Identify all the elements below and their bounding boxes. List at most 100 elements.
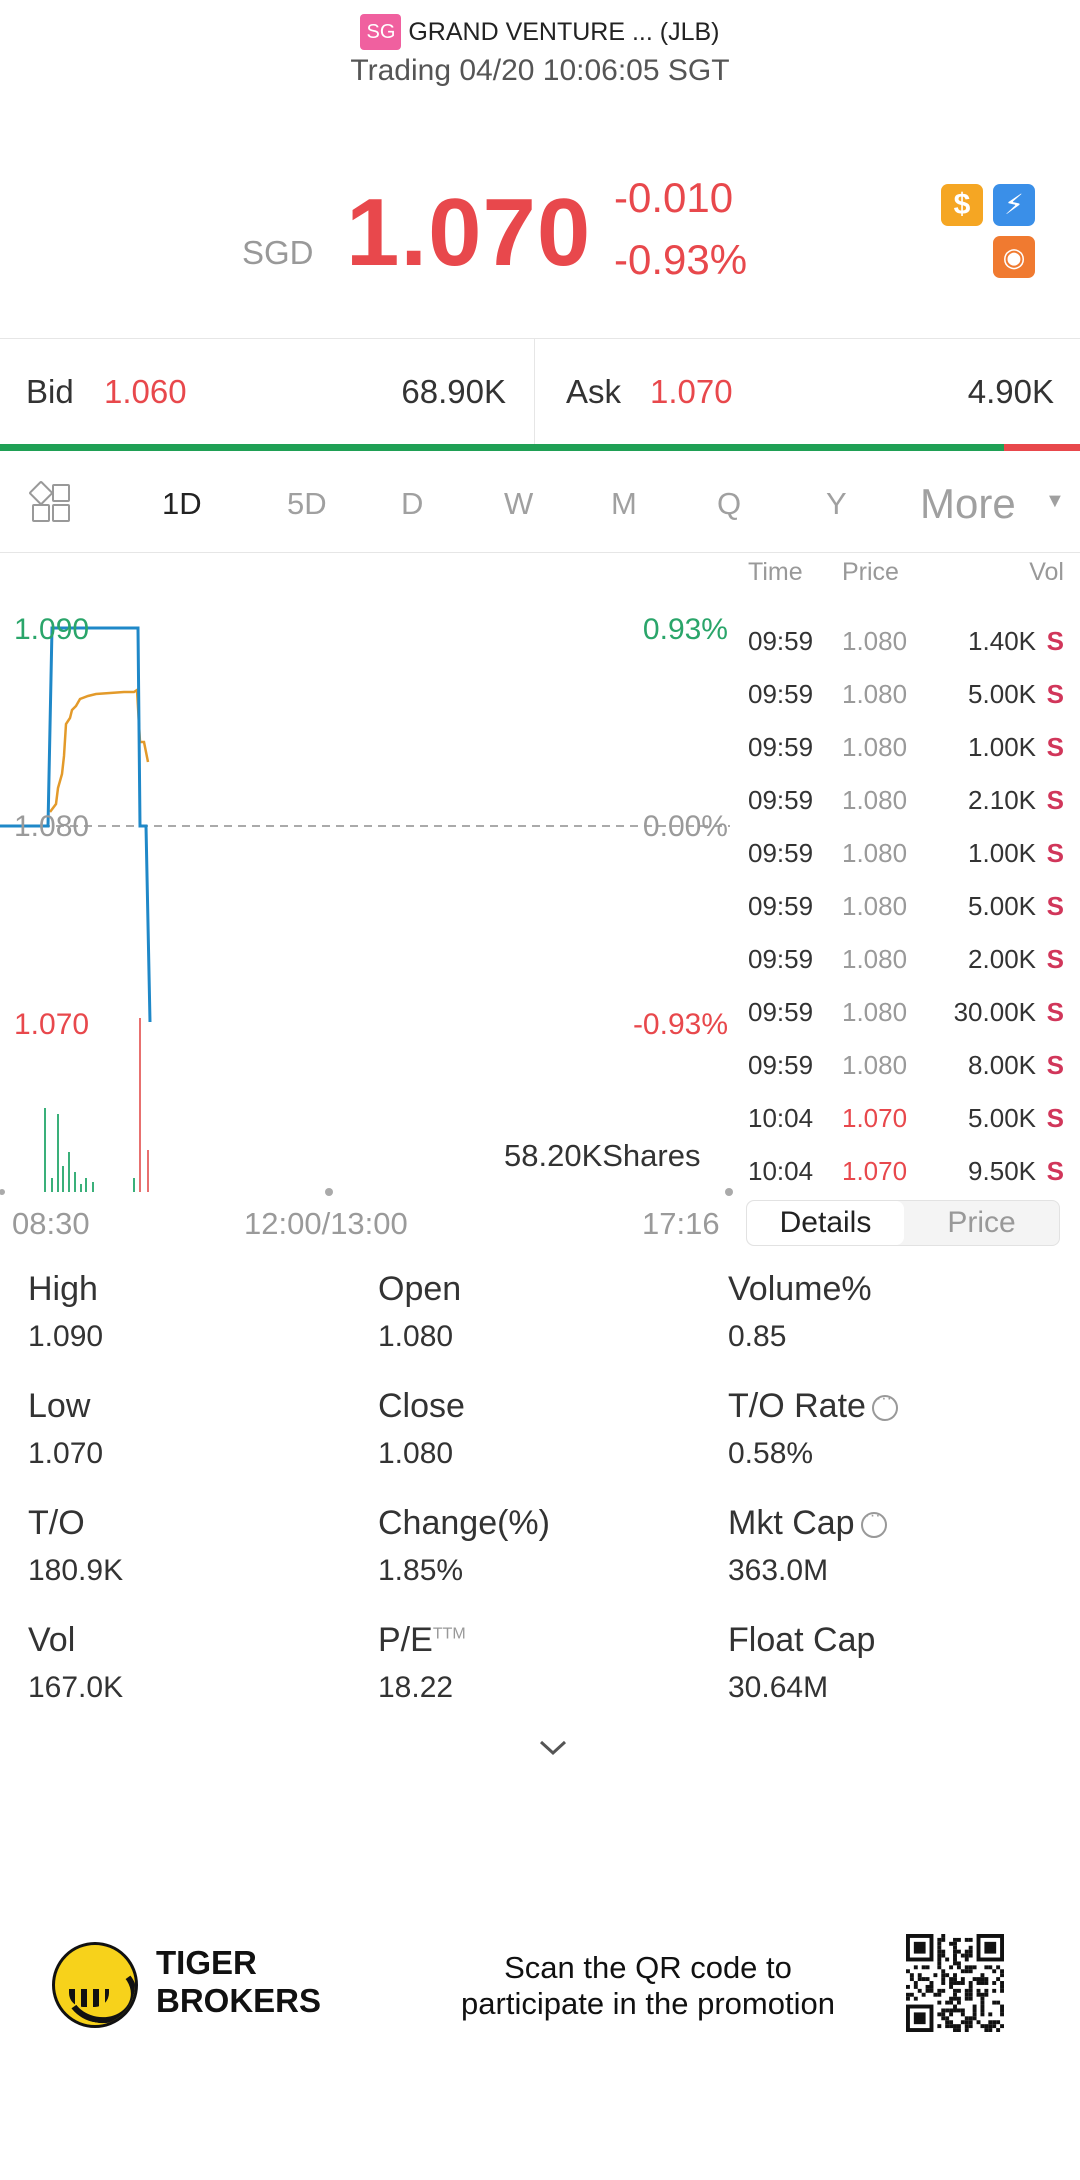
stat-to-rate-label: T/O Rate (728, 1387, 866, 1425)
stat-float-cap-label: Float Cap (728, 1621, 876, 1659)
trading-status: Trading 04/20 10:06:05 SGT (350, 54, 730, 87)
ticks-toggle: Details Price (746, 1200, 1060, 1246)
info-icon[interactable] (871, 1390, 898, 1422)
brand-name: TIGER BROKERS (156, 1944, 321, 2020)
stat-low-label: Low (28, 1387, 91, 1425)
dollar-icon[interactable]: $ (941, 184, 983, 226)
stat-mkt-cap: Mkt Cap (728, 1504, 887, 1543)
x-axis-dot-end (725, 1188, 733, 1196)
last-price: 1.070 (346, 179, 592, 286)
stat-volume-pct-value: 0.85 (728, 1320, 787, 1353)
ask-label: Ask (566, 373, 622, 410)
tick-row: 09:59 1.080 5.00K S (748, 679, 1064, 709)
stat-high-label: High (28, 1270, 98, 1308)
tab-w[interactable]: W (504, 486, 534, 521)
promo-text-line1: Scan the QR code to (504, 1950, 792, 1985)
tick-row: 09:59 1.080 5.00K S (748, 891, 1064, 921)
stat-close-value: 1.080 (378, 1437, 454, 1470)
volume-bars (44, 1018, 149, 1192)
market-badge: SG (360, 14, 402, 50)
stat-volume-pct-label: Volume% (728, 1270, 872, 1308)
tab-more[interactable]: More (920, 480, 1016, 527)
stat-mkt-cap-label: Mkt Cap (728, 1504, 855, 1542)
currency-label: SGD (242, 234, 314, 271)
x-axis-dot-start (0, 1189, 5, 1195)
tab-q[interactable]: Q (717, 486, 742, 521)
lightning-icon[interactable]: ⚡ (993, 184, 1035, 226)
tick-row: 09:59 1.080 1.00K S (748, 838, 1064, 868)
header: SG GRAND VENTURE ... (JLB) Trading 04/20… (0, 14, 1080, 92)
ticks-header-price: Price (842, 558, 899, 586)
brand-line2: BROKERS (156, 1982, 322, 2019)
tick-row: 10:04 1.070 5.00K S (748, 1103, 1064, 1133)
tab-5d[interactable]: 5D (287, 486, 327, 521)
tick-row: 09:59 1.080 30.00K S (748, 997, 1064, 1027)
stat-open-label: Open (378, 1270, 462, 1308)
x-label-end: 17:16 (642, 1206, 720, 1241)
stat-pe-value: 18.22 (378, 1671, 454, 1704)
tick-row: 09:59 1.080 2.00K S (748, 944, 1064, 974)
bidask-panel: Bid 1.060 68.90K Ask 1.070 4.90K (0, 338, 1080, 445)
stat-to-rate-value: 0.58% (728, 1437, 814, 1470)
tick-row: 10:04 1.070 9.50K S (748, 1156, 1064, 1186)
stat-open-value: 1.080 (378, 1320, 454, 1353)
brand-line1: TIGER (156, 1944, 257, 1981)
chevron-down-icon[interactable]: ▼ (1045, 490, 1065, 512)
promo-text: Scan the QR code to participate in the p… (420, 1950, 876, 2022)
stat-pe-label: P/E (378, 1621, 433, 1659)
stat-pe-sup: TTM (432, 1625, 466, 1643)
x-label-start: 08:30 (12, 1206, 90, 1241)
x-label-mid: 12:00/13:00 (244, 1206, 408, 1241)
info-icon[interactable] (860, 1507, 887, 1539)
chart-mid-pct: 0.00% (642, 810, 728, 843)
intraday-chart[interactable] (0, 560, 740, 1240)
tick-row: 09:59 1.080 1.40K S (748, 626, 1064, 656)
bidask-ratio-bar (0, 444, 1080, 451)
qr-code (906, 1934, 1004, 2032)
chart-low-price: 1.070 (14, 1008, 90, 1041)
period-tabs: 1D 5D D W M Q Y More ▼ (0, 480, 1080, 527)
expand-chevron-icon[interactable] (538, 1738, 568, 1758)
stat-vol-value: 167.0K (28, 1671, 124, 1704)
stat-to-value: 180.9K (28, 1554, 124, 1587)
stat-to-label: T/O (28, 1504, 85, 1542)
bid-size: 68.90K (401, 373, 506, 410)
grid-view-icon[interactable] (28, 480, 70, 522)
tab-m[interactable]: M (611, 486, 637, 521)
tab-1d[interactable]: 1D (162, 486, 202, 521)
stat-change-pct-label: Change(%) (378, 1504, 550, 1542)
tick-row: 09:59 1.080 1.00K S (748, 732, 1064, 762)
x-axis-dot-mid (325, 1188, 333, 1196)
avg-price-line (49, 687, 150, 813)
chart-high-pct: 0.93% (642, 613, 728, 646)
stat-low-value: 1.070 (28, 1437, 104, 1470)
tick-row: 09:59 1.080 2.10K S (748, 785, 1064, 815)
stat-high-value: 1.090 (28, 1320, 104, 1353)
volume-shares-label: 58.20KShares (504, 1138, 701, 1173)
stat-float-cap-value: 30.64M (728, 1671, 829, 1704)
tab-details[interactable]: Details (747, 1201, 904, 1245)
stat-close-label: Close (378, 1387, 465, 1425)
stock-name[interactable]: GRAND VENTURE ... (JLB) (408, 18, 720, 46)
chart-low-pct: -0.93% (632, 1008, 728, 1041)
orange-badge-icon[interactable]: ◉ (993, 236, 1035, 278)
ticks-header-vol: Vol (1029, 558, 1064, 586)
promo-text-line2: participate in the promotion (461, 1986, 835, 2021)
chart-mid-price: 1.080 (14, 810, 90, 843)
tiger-brokers-logo (52, 1942, 138, 2028)
tab-price[interactable]: Price (947, 1206, 1016, 1239)
ask-price[interactable]: 1.070 (650, 373, 733, 410)
tick-row: 09:59 1.080 8.00K S (748, 1050, 1064, 1080)
price-line (0, 626, 152, 1023)
ticks-header: Time Price Vol (744, 558, 1064, 594)
ticks-header-time: Time (748, 558, 803, 586)
bid-ratio-fill (0, 444, 1005, 451)
price-change: -0.010 (614, 174, 734, 221)
price-change-pct: -0.93% (614, 236, 748, 283)
stat-vol-label: Vol (28, 1621, 76, 1659)
stat-change-pct-value: 1.85% (378, 1554, 464, 1587)
tab-y[interactable]: Y (826, 486, 847, 521)
bid-price[interactable]: 1.060 (104, 373, 187, 410)
chart-high-price: 1.090 (14, 613, 90, 646)
tab-d[interactable]: D (401, 486, 424, 521)
